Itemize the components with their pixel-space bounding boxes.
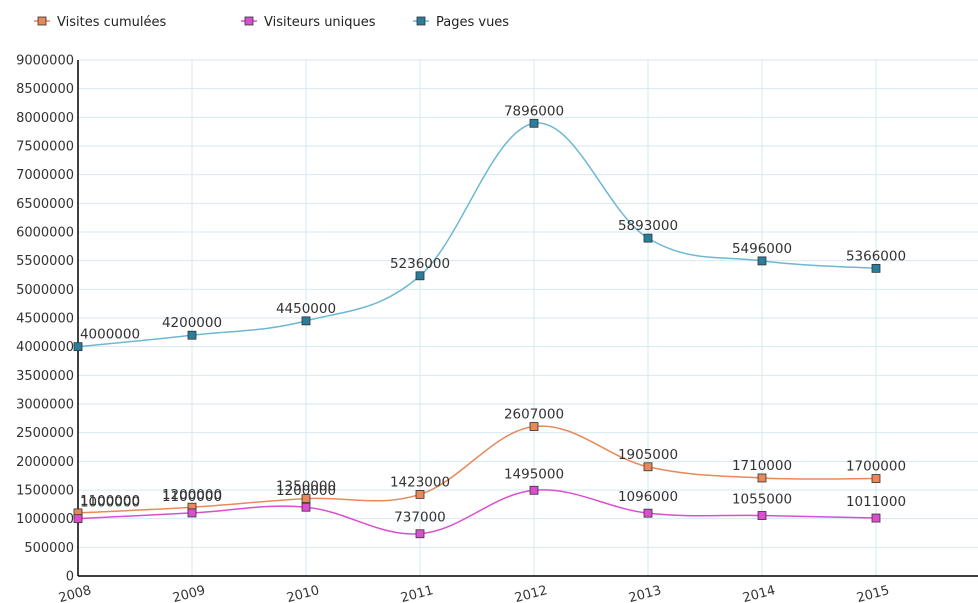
x-tick-label: 2015 xyxy=(855,583,891,603)
x-tick-label: 2013 xyxy=(627,583,663,603)
series-line-visites-cumulees xyxy=(77,425,877,514)
data-point-visiteurs-uniques xyxy=(415,529,425,539)
data-point-visites-cumulees xyxy=(871,474,881,483)
y-tick-label: 9000000 xyxy=(16,54,74,69)
data-label-visites-cumulees: 1710000 xyxy=(732,458,792,474)
legend-label-visites-cumulees: Visites cumulées xyxy=(57,15,167,30)
y-tick-label: 500000 xyxy=(24,541,74,556)
data-label-pages-vues: 5893000 xyxy=(618,218,678,234)
x-tick-label: 2010 xyxy=(285,583,321,603)
y-tick-label: 6000000 xyxy=(16,226,74,241)
data-point-pages-vues xyxy=(415,271,425,281)
data-label-visiteurs-uniques: 1000000 xyxy=(80,495,140,511)
data-label-visites-cumulees: 1423000 xyxy=(390,474,450,490)
data-point-visiteurs-uniques xyxy=(301,502,311,512)
data-label-pages-vues: 5496000 xyxy=(732,241,792,257)
y-tick-label: 3500000 xyxy=(16,369,74,384)
y-tick-label: 7500000 xyxy=(16,140,74,155)
data-point-pages-vues xyxy=(529,118,539,128)
data-label-pages-vues: 5236000 xyxy=(390,256,450,272)
data-label-visiteurs-uniques: 1096000 xyxy=(618,489,678,505)
data-point-visites-cumulees xyxy=(757,473,767,483)
y-tick-label: 2000000 xyxy=(16,455,74,470)
data-label-visites-cumulees: 1100000 xyxy=(80,493,140,509)
y-tick-label: 0 xyxy=(66,570,74,585)
y-tick-label: 8500000 xyxy=(16,82,74,97)
data-point-visiteurs-uniques xyxy=(73,514,83,524)
x-tick-label: 2008 xyxy=(57,583,93,603)
data-point-pages-vues xyxy=(643,233,653,243)
data-point-visiteurs-uniques xyxy=(529,485,539,495)
data-label-visites-cumulees: 1700000 xyxy=(846,459,906,475)
legend-marker-pages-vues xyxy=(416,16,426,26)
y-tick-label: 1000000 xyxy=(16,512,74,527)
data-label-visiteurs-uniques: 1055000 xyxy=(732,492,792,508)
data-label-visiteurs-uniques: 1200000 xyxy=(276,483,336,499)
series-layer xyxy=(73,118,881,539)
data-label-pages-vues: 4450000 xyxy=(276,301,336,317)
data-point-visiteurs-uniques xyxy=(643,508,653,518)
legend: Visites cumulées Visiteurs uniques Pages v… xyxy=(34,15,509,30)
y-tick-label: 5000000 xyxy=(16,283,74,298)
data-point-visiteurs-uniques xyxy=(757,511,767,520)
data-point-pages-vues xyxy=(301,316,311,326)
data-point-pages-vues xyxy=(187,330,197,340)
series-line-visiteurs-uniques xyxy=(77,489,877,535)
data-point-visites-cumulees xyxy=(301,494,311,504)
y-tick-label: 5500000 xyxy=(16,254,74,269)
legend-marker-visites-cumulees xyxy=(37,16,47,26)
axes: 0 500000 1000000 1500000 2000000 2500000 30000… xyxy=(16,54,978,603)
y-tick-label: 3000000 xyxy=(16,398,74,413)
x-tick-label: 2011 xyxy=(399,583,435,603)
y-tick-label: 4000000 xyxy=(16,340,74,355)
y-tick-label: 6500000 xyxy=(16,197,74,212)
data-label-visiteurs-uniques: 1011000 xyxy=(846,494,906,510)
data-point-visiteurs-uniques xyxy=(187,508,197,518)
series-line-pages-vues xyxy=(77,122,877,348)
legend-label-visiteurs-uniques: Visiteurs uniques xyxy=(264,15,376,30)
data-label-pages-vues: 4200000 xyxy=(162,315,222,331)
data-point-visites-cumulees xyxy=(529,422,539,431)
data-label-visites-cumulees: 1350000 xyxy=(276,479,336,495)
data-point-pages-vues xyxy=(73,342,83,352)
data-label-visiteurs-uniques: 737000 xyxy=(394,510,446,526)
x-tick-label: 2009 xyxy=(171,583,207,603)
y-tick-label: 7000000 xyxy=(16,168,74,183)
data-label-pages-vues: 4000000 xyxy=(80,327,140,343)
x-tick-label: 2014 xyxy=(741,583,777,603)
y-tick-label: 8000000 xyxy=(16,111,74,126)
data-label-visiteurs-uniques: 1495000 xyxy=(504,466,564,482)
legend-marker-visiteurs-uniques xyxy=(244,16,254,26)
data-point-visites-cumulees xyxy=(643,462,653,472)
data-point-pages-vues xyxy=(757,256,767,266)
legend-label-pages-vues: Pages vues xyxy=(436,15,509,30)
data-point-visites-cumulees xyxy=(415,490,425,499)
data-label-pages-vues: 7896000 xyxy=(504,103,564,119)
data-label-pages-vues: 5366000 xyxy=(846,248,906,264)
y-tick-label: 1500000 xyxy=(16,484,74,499)
y-tick-label: 2500000 xyxy=(16,426,74,441)
data-point-pages-vues xyxy=(871,263,881,273)
y-tick-label: 4500000 xyxy=(16,312,74,327)
data-label-visites-cumulees: 2607000 xyxy=(504,407,564,423)
data-label-visites-cumulees: 1905000 xyxy=(618,447,678,463)
grid xyxy=(78,59,978,576)
x-tick-label: 2012 xyxy=(513,583,549,603)
data-label-visiteurs-uniques: 1100000 xyxy=(162,489,222,505)
data-label-visites-cumulees: 1200000 xyxy=(162,487,222,503)
data-point-visiteurs-uniques xyxy=(871,513,881,523)
